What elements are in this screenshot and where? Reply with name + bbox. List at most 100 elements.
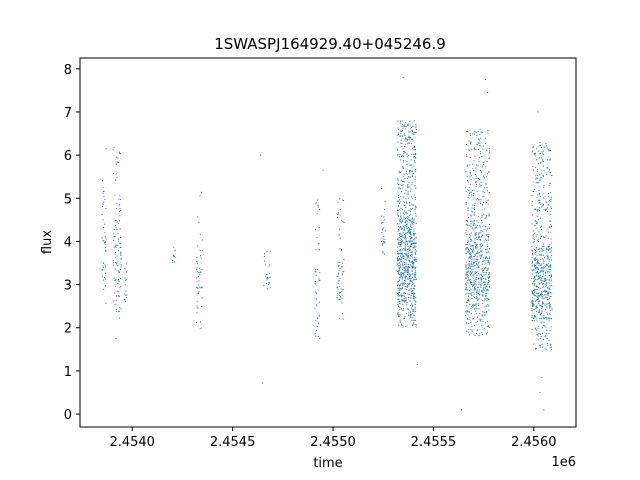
data-point xyxy=(118,272,120,274)
data-point xyxy=(397,194,399,196)
data-point xyxy=(483,228,485,230)
data-point xyxy=(467,251,469,253)
data-point xyxy=(482,294,484,296)
data-point xyxy=(410,208,412,210)
data-point xyxy=(408,284,410,286)
data-point xyxy=(542,302,544,304)
data-point xyxy=(397,287,399,289)
data-point xyxy=(536,292,538,294)
data-point xyxy=(467,298,469,300)
data-point xyxy=(410,126,412,128)
data-point xyxy=(398,299,400,300)
data-point xyxy=(413,238,415,240)
data-point xyxy=(343,259,345,261)
data-point xyxy=(534,283,536,285)
data-point xyxy=(404,128,406,130)
data-point xyxy=(340,291,342,293)
data-point xyxy=(404,151,406,153)
data-point xyxy=(402,135,404,137)
data-point xyxy=(414,243,416,245)
data-point xyxy=(405,275,407,277)
data-point xyxy=(541,266,543,268)
data-point xyxy=(398,286,400,288)
data-point xyxy=(532,292,534,294)
data-point xyxy=(543,153,545,155)
data-point xyxy=(397,292,399,294)
data-point xyxy=(382,243,384,245)
data-point xyxy=(120,237,122,238)
data-point xyxy=(397,214,399,216)
data-point xyxy=(542,266,544,268)
data-point xyxy=(400,261,402,263)
data-point xyxy=(534,257,536,259)
data-point xyxy=(338,280,340,282)
data-point xyxy=(539,391,541,393)
data-point xyxy=(476,251,478,253)
data-point xyxy=(115,227,117,229)
data-point xyxy=(536,266,538,268)
data-point xyxy=(466,224,468,226)
data-point xyxy=(412,132,414,134)
data-point xyxy=(535,177,537,179)
data-point xyxy=(472,285,473,287)
data-point xyxy=(475,263,477,265)
data-point xyxy=(480,256,482,258)
data-point xyxy=(489,286,490,288)
data-point xyxy=(477,130,479,132)
data-point xyxy=(404,210,406,212)
data-point xyxy=(549,287,551,289)
data-point xyxy=(474,212,476,214)
data-point xyxy=(415,205,417,207)
data-point xyxy=(537,335,539,337)
data-point xyxy=(401,120,403,122)
data-point xyxy=(484,260,486,262)
data-point xyxy=(533,188,535,190)
data-point xyxy=(467,248,469,250)
data-point xyxy=(411,153,413,155)
data-point xyxy=(414,267,416,269)
data-point xyxy=(408,136,410,138)
data-point xyxy=(411,138,413,140)
data-point xyxy=(538,240,540,242)
data-point xyxy=(413,245,415,247)
data-point xyxy=(488,171,490,173)
data-point xyxy=(468,192,470,194)
data-point xyxy=(467,225,469,227)
data-point xyxy=(549,270,551,272)
y-tick-label: 8 xyxy=(64,63,72,78)
data-point xyxy=(481,215,483,217)
data-point xyxy=(402,255,404,257)
data-point xyxy=(413,298,415,300)
data-point xyxy=(263,285,265,287)
data-point xyxy=(540,265,542,267)
data-point xyxy=(112,149,114,151)
data-point xyxy=(400,276,402,278)
data-point xyxy=(470,251,472,253)
data-point xyxy=(478,262,480,264)
data-point xyxy=(470,175,472,177)
data-point xyxy=(397,258,399,260)
data-point xyxy=(316,317,318,319)
data-point xyxy=(398,134,400,136)
data-point xyxy=(405,326,407,328)
data-point xyxy=(476,333,478,335)
data-point xyxy=(486,256,488,258)
data-point xyxy=(540,226,542,228)
data-point xyxy=(119,262,121,264)
data-point xyxy=(547,193,549,195)
data-point xyxy=(471,330,473,332)
data-point xyxy=(467,247,469,249)
data-point xyxy=(199,267,201,269)
data-point xyxy=(408,315,410,317)
data-point xyxy=(343,222,345,224)
data-point xyxy=(408,171,410,173)
data-point xyxy=(402,240,404,242)
data-point xyxy=(546,147,548,149)
data-point xyxy=(413,230,415,232)
data-point xyxy=(401,238,403,240)
data-point xyxy=(542,316,544,318)
data-point xyxy=(119,228,121,230)
data-point xyxy=(481,236,482,238)
data-point xyxy=(399,241,401,243)
data-point xyxy=(540,294,542,296)
